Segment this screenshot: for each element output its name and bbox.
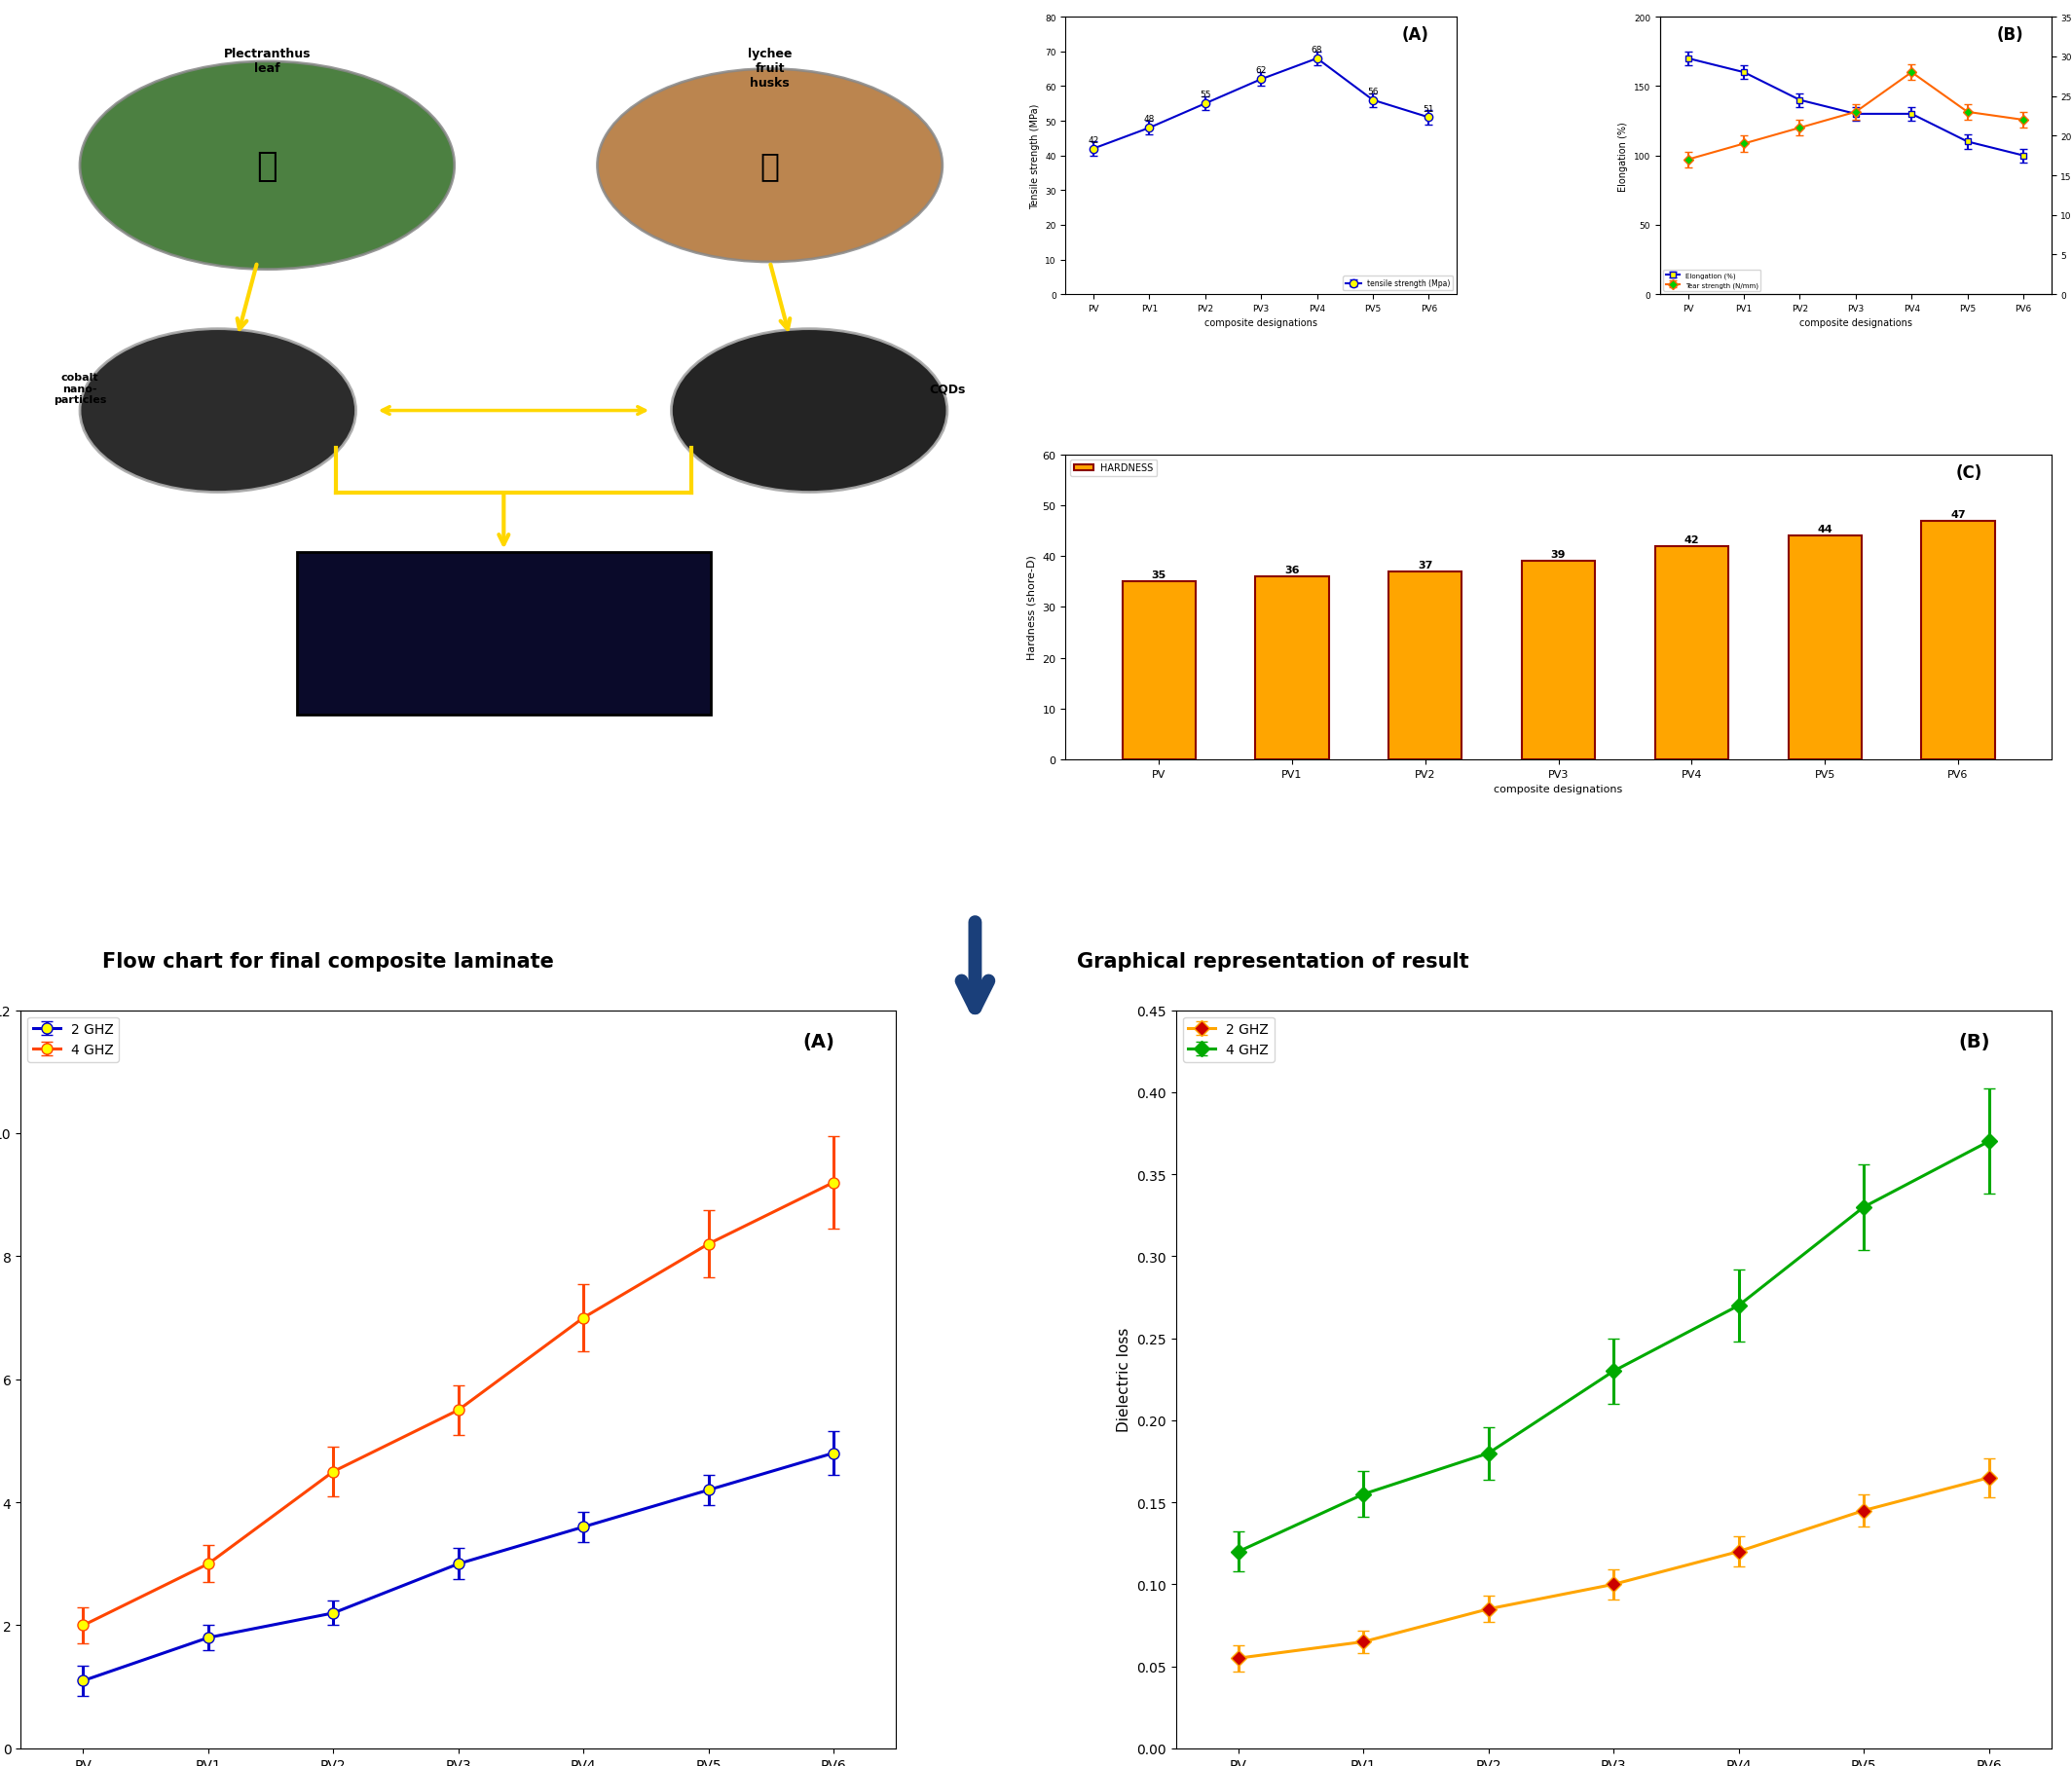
Text: Graphical representation of result: Graphical representation of result — [1077, 952, 1469, 971]
Bar — [1521, 562, 1595, 759]
Text: CQDs: CQDs — [928, 383, 966, 396]
Y-axis label: Dielectric loss: Dielectric loss — [1117, 1328, 1131, 1432]
Text: 36: 36 — [1285, 565, 1299, 576]
X-axis label: composite designations: composite designations — [1494, 784, 1622, 795]
Legend: tensile strength (Mpa): tensile strength (Mpa) — [1343, 277, 1452, 291]
Legend: HARDNESS: HARDNESS — [1071, 459, 1156, 477]
Y-axis label: Elongation (%): Elongation (%) — [1618, 122, 1629, 191]
Text: 35: 35 — [1152, 570, 1167, 581]
Text: 55: 55 — [1200, 90, 1210, 99]
Text: 56: 56 — [1368, 87, 1378, 95]
Text: 42: 42 — [1685, 535, 1699, 544]
Text: 47: 47 — [1950, 509, 1966, 519]
Bar — [1921, 521, 1995, 759]
Legend: 2 GHZ, 4 GHZ: 2 GHZ, 4 GHZ — [27, 1017, 118, 1061]
Ellipse shape — [671, 330, 947, 493]
Bar — [296, 553, 711, 715]
Text: (A): (A) — [1403, 26, 1430, 44]
Text: (B): (B) — [1958, 1033, 1989, 1051]
Bar — [1123, 583, 1196, 759]
Text: (B): (B) — [1997, 26, 2024, 44]
Y-axis label: Tensile strength (MPa): Tensile strength (MPa) — [1030, 104, 1040, 208]
Text: cobalt
nano-
particles: cobalt nano- particles — [54, 373, 106, 404]
Ellipse shape — [597, 69, 943, 263]
Text: 39: 39 — [1550, 549, 1566, 560]
Text: 🌿: 🌿 — [257, 150, 278, 182]
Ellipse shape — [81, 330, 356, 493]
Legend: Elongation (%), Tear strength (N/mm): Elongation (%), Tear strength (N/mm) — [1664, 270, 1761, 291]
X-axis label: composite designations: composite designations — [1204, 318, 1318, 328]
Text: Plectranthus
leaf: Plectranthus leaf — [224, 48, 311, 74]
Bar — [1256, 577, 1328, 759]
X-axis label: composite designations: composite designations — [1798, 318, 1912, 328]
Text: 48: 48 — [1144, 115, 1154, 124]
Text: lychee
fruit
husks: lychee fruit husks — [748, 48, 792, 90]
Text: 37: 37 — [1417, 560, 1432, 570]
Text: 42: 42 — [1088, 136, 1098, 145]
Bar — [1788, 537, 1861, 759]
Text: 🍁: 🍁 — [760, 150, 779, 182]
Text: 44: 44 — [1817, 525, 1832, 535]
Text: 51: 51 — [1423, 104, 1434, 113]
Text: PVA
EMI shielding
sheet: PVA EMI shielding sheet — [731, 613, 821, 655]
Text: (C): (C) — [1956, 464, 1983, 482]
Text: 62: 62 — [1256, 67, 1266, 76]
Y-axis label: Hardness (shore-D): Hardness (shore-D) — [1028, 555, 1036, 660]
Text: (A): (A) — [802, 1033, 835, 1051]
Text: 68: 68 — [1312, 46, 1322, 55]
Text: Flow chart for final composite laminate: Flow chart for final composite laminate — [102, 952, 553, 971]
Legend: 2 GHZ, 4 GHZ: 2 GHZ, 4 GHZ — [1183, 1017, 1274, 1061]
Bar — [1656, 547, 1728, 759]
Ellipse shape — [81, 62, 454, 270]
Bar — [1388, 572, 1463, 759]
